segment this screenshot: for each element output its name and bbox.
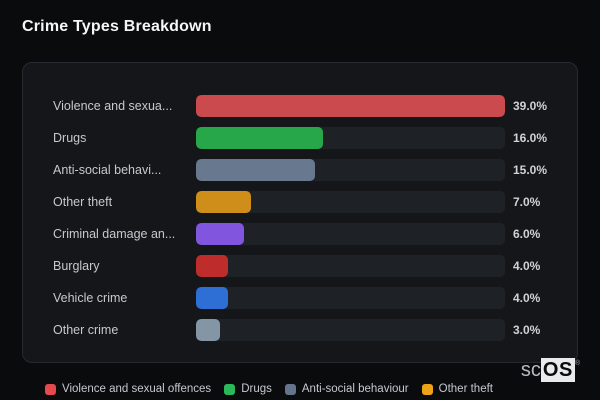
bar-track (196, 95, 505, 117)
bar-track (196, 191, 505, 213)
value-label: 4.0% (513, 291, 541, 305)
bar-track (196, 319, 505, 341)
chart-row: Anti-social behavi... 15.0% (23, 159, 577, 181)
chart-row: Criminal damage an... 6.0% (23, 223, 577, 245)
category-label: Other crime (53, 323, 119, 337)
legend-item[interactable]: Violence and sexual offences (45, 383, 211, 395)
value-label: 3.0% (513, 323, 541, 337)
category-label: Vehicle crime (53, 291, 128, 305)
bar-chart: Violence and sexua... 39.0% Drugs 16.0% Anti… (23, 95, 577, 351)
category-label: Burglary (53, 259, 100, 273)
bar-track (196, 159, 505, 181)
legend-label: Violence and sexual offences (62, 383, 212, 395)
bar[interactable] (196, 127, 323, 149)
bar-track (196, 255, 505, 277)
bar[interactable] (196, 255, 228, 277)
chart-row: Other theft 7.0% (23, 191, 577, 213)
value-label: 16.0% (513, 131, 548, 145)
legend-swatch-icon (45, 383, 56, 395)
bar-track (196, 223, 505, 245)
category-label: Criminal damage an... (53, 227, 176, 241)
chart-card: Violence and sexua... 39.0% Drugs 16.0% Anti… (22, 62, 578, 363)
category-label: Anti-social behavi... (53, 163, 162, 177)
page-title: Crime Types Breakdown (22, 18, 212, 35)
bar[interactable] (196, 95, 505, 117)
legend-item[interactable]: Other theft (421, 383, 493, 395)
registered-trademark-icon: ® (574, 360, 580, 367)
bar[interactable] (196, 287, 228, 309)
bar[interactable] (196, 159, 315, 181)
legend-item[interactable]: Anti-social behaviour (284, 383, 409, 395)
legend-swatch-icon (224, 383, 236, 395)
legend-swatch-icon (284, 383, 296, 395)
logo-text-os: OS (540, 358, 575, 382)
bar[interactable] (196, 191, 252, 213)
logo-text-sc: sc (520, 359, 541, 381)
value-label: 15.0% (513, 163, 548, 177)
value-label: 39.0% (513, 99, 548, 113)
bar-track (196, 287, 505, 309)
bar-track (196, 127, 505, 149)
category-label: Violence and sexua... (53, 99, 173, 113)
chart-row: Other crime 3.0% (23, 319, 577, 341)
chart-row: Burglary 4.0% (23, 255, 577, 277)
legend-label: Other theft (438, 383, 493, 395)
value-label: 6.0% (513, 227, 541, 241)
chart-legend: Violence and sexual offences Drugs Anti-so… (45, 383, 493, 395)
chart-row: Vehicle crime 4.0% (23, 287, 577, 309)
bar[interactable] (196, 223, 244, 245)
chart-row: Violence and sexua... 39.0% (23, 95, 577, 117)
legend-item[interactable]: Drugs (224, 383, 272, 395)
scos-logo: sc OS ® (521, 358, 580, 382)
legend-label: Drugs (241, 383, 272, 395)
category-label: Drugs (53, 131, 87, 145)
legend-swatch-icon (421, 383, 433, 395)
value-label: 4.0% (513, 259, 541, 273)
chart-row: Drugs 16.0% (23, 127, 577, 149)
value-label: 7.0% (513, 195, 541, 209)
category-label: Other theft (53, 195, 113, 209)
legend-label: Anti-social behaviour (301, 383, 409, 395)
bar[interactable] (196, 319, 220, 341)
